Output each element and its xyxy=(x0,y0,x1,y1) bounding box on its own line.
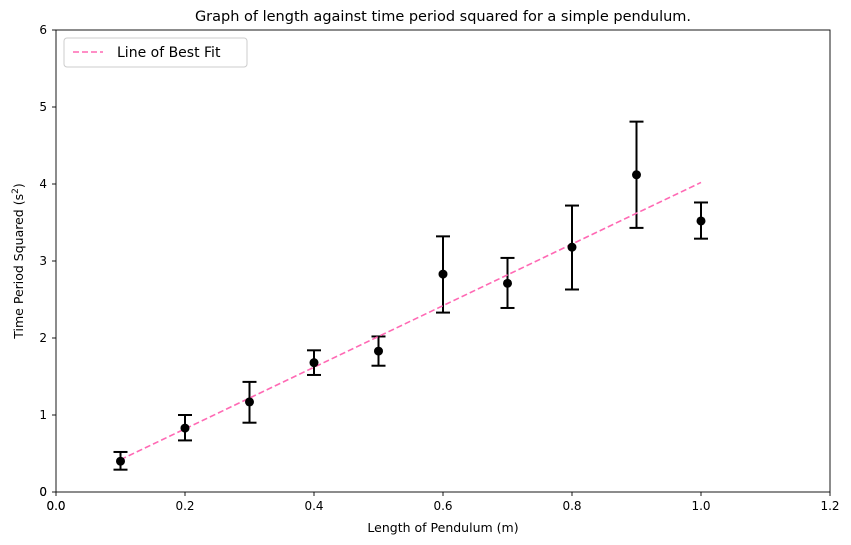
x-tick-label-extra: 0.0 xyxy=(46,499,65,513)
x-tick-label: 0.6 xyxy=(433,499,452,513)
best-fit-line xyxy=(120,181,702,461)
y-tick-label: 2 xyxy=(39,331,47,345)
y-axis-label-main: Time Period Squared (s xyxy=(11,194,26,340)
data-point xyxy=(245,397,254,407)
y-axis-label: Time Period Squared (s2) xyxy=(11,183,26,339)
y-axis-label-close: ) xyxy=(11,183,26,188)
legend-box xyxy=(63,37,248,68)
data-point xyxy=(632,170,641,180)
data-point xyxy=(438,269,448,279)
data-point xyxy=(116,456,125,466)
legend: Line of Best Fit xyxy=(63,37,248,68)
data-point xyxy=(309,358,319,368)
y-tick-label-extra: 0 xyxy=(39,485,47,499)
x-tick-label: 0.0 xyxy=(46,499,65,513)
data-point xyxy=(567,242,577,252)
chart-title: Graph of length against time period squa… xyxy=(195,9,691,25)
data-point xyxy=(180,423,190,433)
y-axis-label-superscript: 2 xyxy=(11,188,21,194)
x-axis-label: Length of Pendulum (m) xyxy=(367,520,518,535)
data-point xyxy=(503,278,512,288)
x-tick-label: 0.2 xyxy=(175,499,194,513)
data-marks xyxy=(113,120,708,471)
x-tick-label: 0.4 xyxy=(304,499,323,513)
y-tick-label: 1 xyxy=(39,408,47,422)
y-tick-label: 5 xyxy=(39,100,47,114)
x-tick-label: 0.8 xyxy=(562,499,581,513)
y-tick-label: 4 xyxy=(39,177,47,191)
y-tick-label: 3 xyxy=(39,254,47,268)
data-point xyxy=(696,216,706,226)
x-tick-label: 1.0 xyxy=(691,499,710,513)
x-tick-label: 1.2 xyxy=(820,499,839,513)
legend-label-best-fit: Line of Best Fit xyxy=(117,45,221,61)
y-tick-label: 0 xyxy=(39,485,47,499)
y-tick-label: 6 xyxy=(39,23,47,37)
data-point xyxy=(374,346,383,356)
